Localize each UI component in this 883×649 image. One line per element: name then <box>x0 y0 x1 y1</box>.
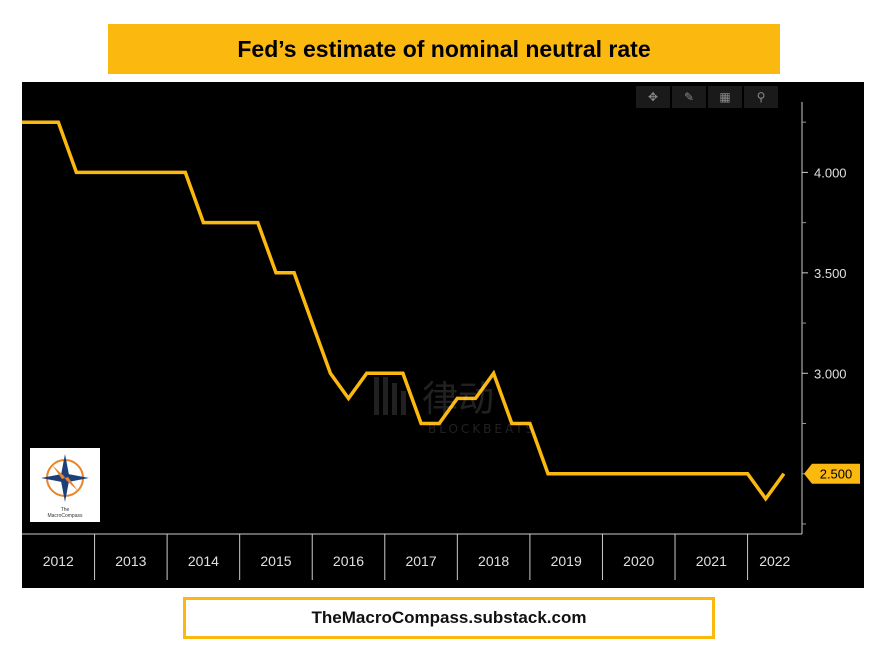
x-tick-label: 2021 <box>696 553 727 569</box>
y-tick-label: 3.500 <box>814 266 847 281</box>
pencil-icon[interactable]: ✎ <box>672 86 706 108</box>
y-tick-label: 3.000 <box>814 366 847 381</box>
y-tick-label: 4.000 <box>814 165 847 180</box>
footer-banner: TheMacroCompass.substack.com <box>183 597 715 639</box>
x-tick-label: 2015 <box>260 553 291 569</box>
calendar-icon[interactable]: ▦ <box>708 86 742 108</box>
last-value-box <box>804 463 860 484</box>
last-value-marker: 2.500 <box>804 463 860 484</box>
x-tick-label: 2012 <box>43 553 74 569</box>
last-value-label: 2.500 <box>820 467 853 482</box>
x-tick-label: 2019 <box>551 553 582 569</box>
chart-panel: ✥ ✎ ▦ ⚲ 4.000 3.500 3.000 2012 2013 2014 2015 2… <box>22 82 864 588</box>
chart-title: Fed’s estimate of nominal neutral rate <box>237 35 651 62</box>
zoom-icon[interactable]: ⚲ <box>744 86 778 108</box>
footer-url: TheMacroCompass.substack.com <box>311 608 587 627</box>
x-tick-label: 2014 <box>188 553 219 569</box>
x-tick-label: 2020 <box>623 553 654 569</box>
chart-toolbar: ✥ ✎ ▦ ⚲ <box>636 86 778 108</box>
x-tick-label: 2016 <box>333 553 364 569</box>
x-tick-label: 2017 <box>405 553 436 569</box>
x-tick-label: 2018 <box>478 553 509 569</box>
logo-text-line1: The <box>60 507 70 513</box>
macro-compass-logo: The MacroCompass <box>30 448 100 522</box>
chart-title-banner: Fed’s estimate of nominal neutral rate <box>108 24 780 74</box>
crosshair-icon[interactable]: ✥ <box>636 86 670 108</box>
x-tick-label: 2022 <box>759 553 790 569</box>
line-chart: 4.000 3.500 3.000 2012 2013 2014 2015 2016 2017 2… <box>22 102 860 580</box>
x-tick-label: 2013 <box>115 553 146 569</box>
compass-icon <box>41 454 89 502</box>
series-line-neutral-rate <box>22 120 786 502</box>
logo-text-line2: MacroCompass <box>47 513 83 519</box>
